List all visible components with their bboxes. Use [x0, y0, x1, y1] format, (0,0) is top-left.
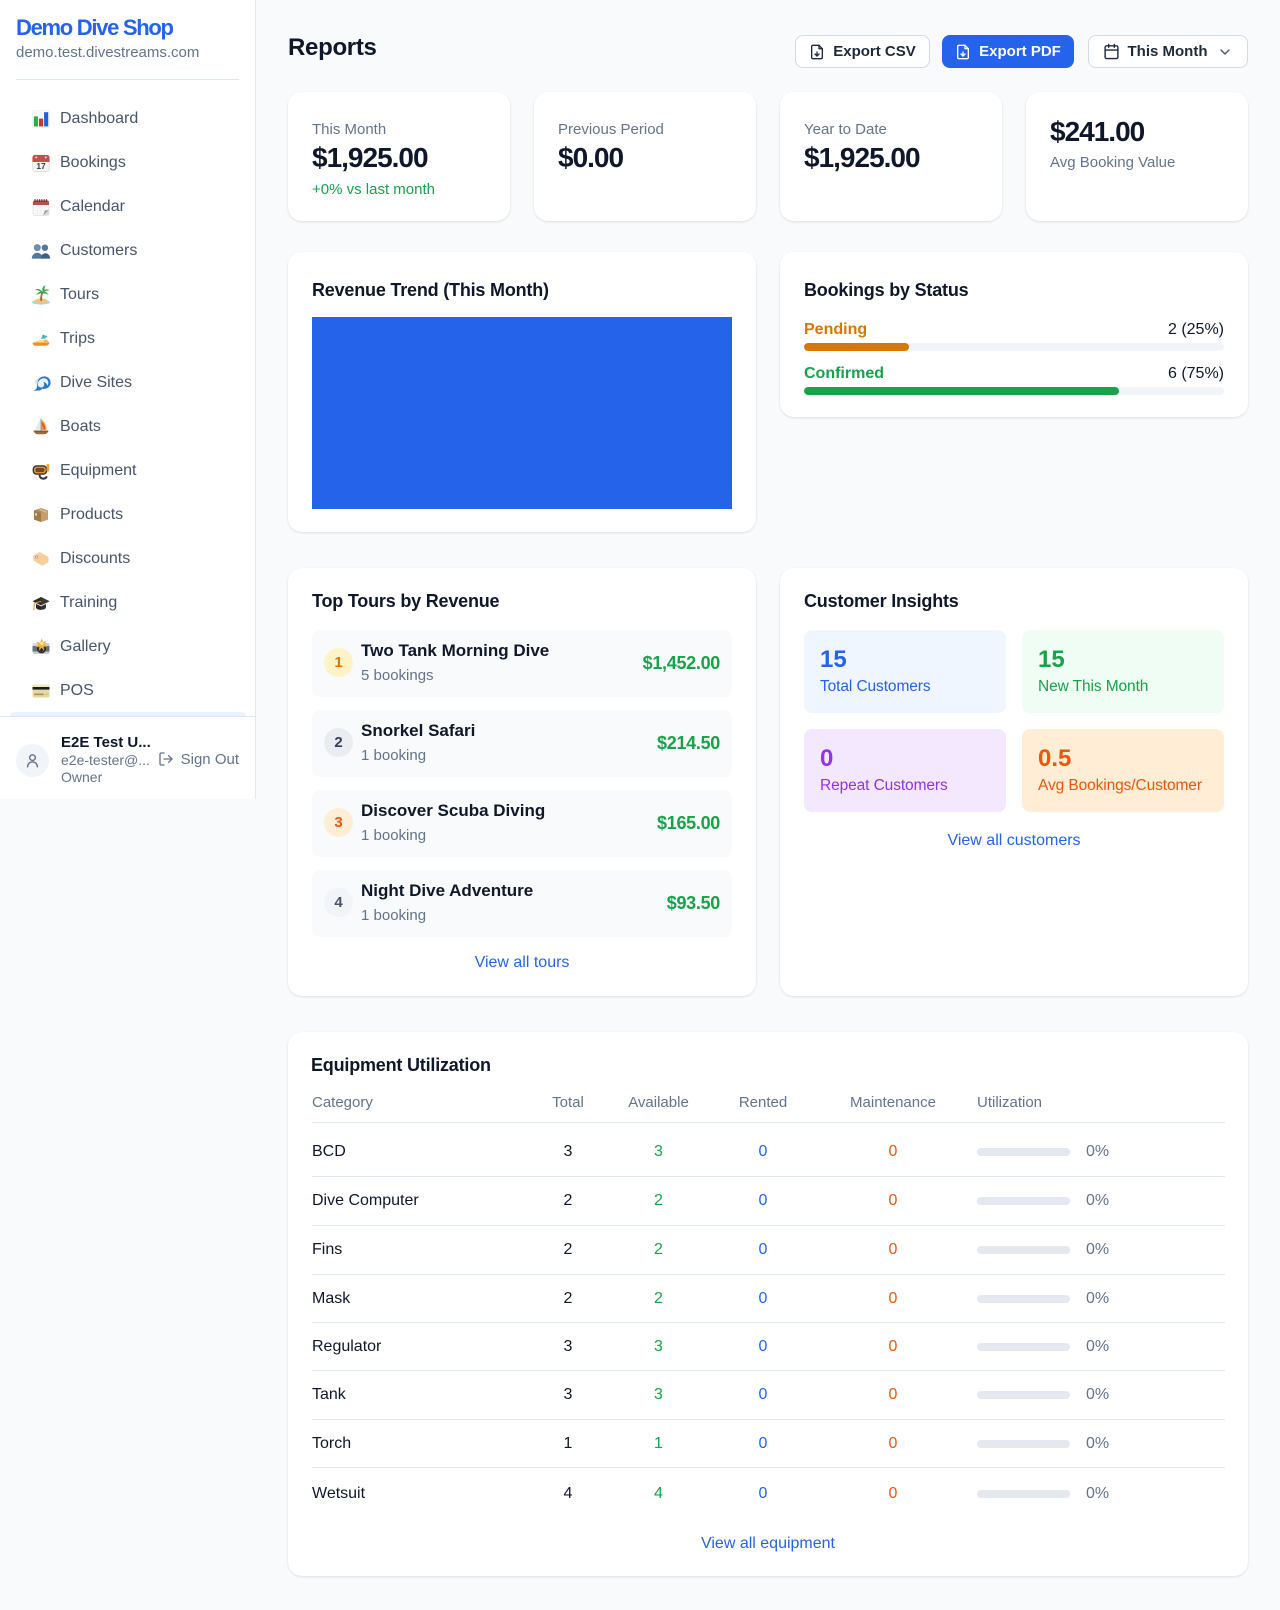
svg-text:17: 17 [36, 161, 46, 171]
